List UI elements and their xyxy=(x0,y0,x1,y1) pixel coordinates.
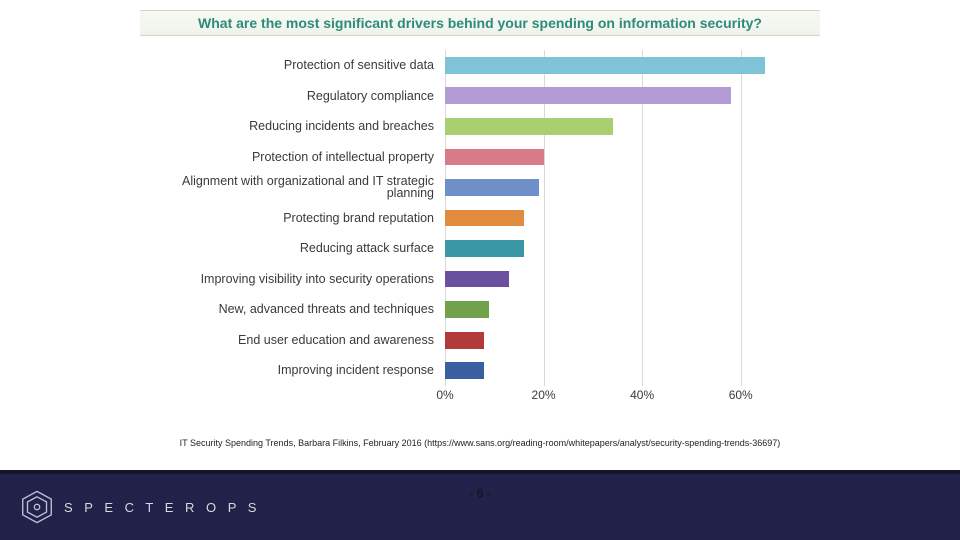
y-label: Regulatory compliance xyxy=(145,87,440,104)
bar-row xyxy=(445,301,790,318)
y-label: Protection of sensitive data xyxy=(145,57,440,74)
y-label: Protecting brand reputation xyxy=(145,210,440,227)
x-tick-label: 60% xyxy=(729,388,753,402)
y-label: Protection of intellectual property xyxy=(145,149,440,166)
bar xyxy=(445,332,484,349)
bar-row xyxy=(445,179,790,196)
bar-row xyxy=(445,210,790,227)
x-tick-label: 40% xyxy=(630,388,654,402)
x-tick-label: 20% xyxy=(532,388,556,402)
bar xyxy=(445,362,484,379)
bar xyxy=(445,57,765,74)
bar-row xyxy=(445,240,790,257)
bar-row xyxy=(445,271,790,288)
bar xyxy=(445,240,524,257)
y-label: New, advanced threats and techniques xyxy=(145,301,440,318)
bar xyxy=(445,87,731,104)
footer-bar: - 6 - S P E C T E R O P S xyxy=(0,470,960,540)
bar xyxy=(445,271,509,288)
brand-text: S P E C T E R O P S xyxy=(64,500,260,515)
bar-row xyxy=(445,87,790,104)
bar-row xyxy=(445,362,790,379)
bar-row xyxy=(445,149,790,166)
bar xyxy=(445,179,539,196)
hex-logo-icon xyxy=(20,490,54,524)
slide: What are the most significant drivers be… xyxy=(0,0,960,540)
bar-row xyxy=(445,118,790,135)
brand-logo: S P E C T E R O P S xyxy=(20,490,260,524)
y-label: Alignment with organizational and IT str… xyxy=(145,179,440,196)
bar xyxy=(445,118,613,135)
bar xyxy=(445,301,489,318)
bar-row xyxy=(445,57,790,74)
y-label: Reducing incidents and breaches xyxy=(145,118,440,135)
y-label: End user education and awareness xyxy=(145,332,440,349)
chart-card: What are the most significant drivers be… xyxy=(140,10,820,430)
plot-area xyxy=(445,50,790,386)
y-label: Reducing attack surface xyxy=(145,240,440,257)
bar xyxy=(445,210,524,227)
y-label: Improving visibility into security opera… xyxy=(145,271,440,288)
y-axis-labels: Protection of sensitive data Regulatory c… xyxy=(140,50,440,386)
bar-row xyxy=(445,332,790,349)
chart-body: Protection of sensitive data Regulatory c… xyxy=(140,36,820,416)
bar xyxy=(445,149,544,166)
chart-title: What are the most significant drivers be… xyxy=(140,10,820,36)
x-axis-ticks: 0%20%40%60% xyxy=(445,388,790,406)
y-label: Improving incident response xyxy=(145,362,440,379)
x-tick-label: 0% xyxy=(436,388,453,402)
citation-text: IT Security Spending Trends, Barbara Fil… xyxy=(0,438,960,448)
